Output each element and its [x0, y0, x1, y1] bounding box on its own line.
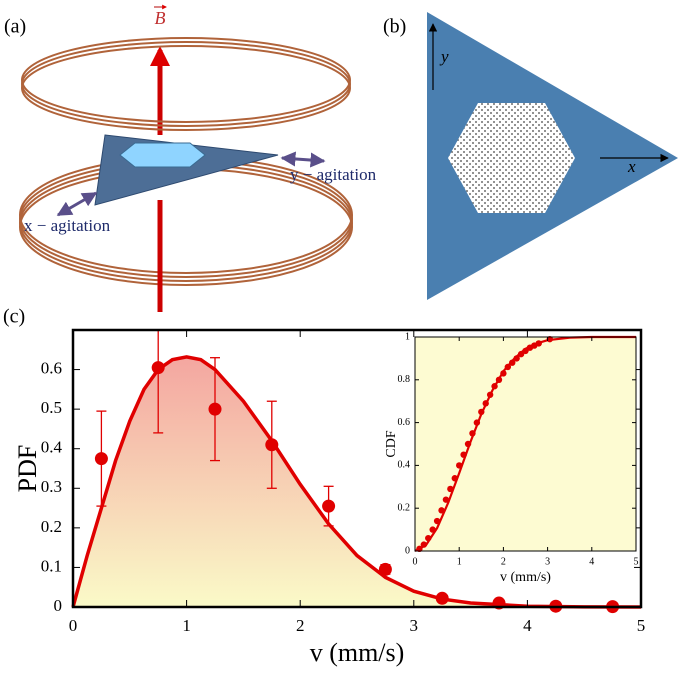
data-point	[451, 475, 458, 482]
data-point	[464, 440, 472, 448]
x-tick-label: 0	[69, 616, 78, 635]
agitation-label: x − agitation	[24, 216, 111, 235]
y-tick-label: 0.2	[41, 517, 62, 536]
data-point	[478, 408, 485, 416]
data-point	[94, 452, 108, 466]
data-point	[416, 545, 423, 553]
data-point	[322, 499, 336, 513]
axis-label: y	[439, 47, 449, 66]
data-point	[425, 534, 432, 542]
x-tick-label: 5	[634, 556, 639, 567]
data-point	[469, 430, 476, 437]
hexagon	[119, 142, 206, 168]
agitation-arrow	[56, 191, 98, 217]
x-tick-label: 2	[296, 616, 305, 635]
panel-label: (a)	[4, 16, 26, 38]
y-tick-label: 0.4	[41, 438, 63, 457]
x-tick-label: 1	[457, 556, 462, 567]
data-point	[442, 496, 450, 503]
coil	[21, 37, 351, 131]
data-point	[151, 361, 165, 375]
x-axis-label: v (mm/s)	[310, 638, 405, 667]
data-point	[482, 400, 489, 407]
data-point	[513, 355, 520, 362]
data-point	[509, 359, 516, 366]
plot-frame	[71, 328, 643, 609]
data-point	[535, 340, 542, 347]
agitation-arrow	[280, 151, 326, 168]
y-tick-label: 1	[405, 331, 410, 342]
x-tick-label: 0	[413, 556, 418, 567]
data-point	[546, 335, 554, 343]
y-axis-label: CDF	[384, 430, 399, 457]
fit-curve	[71, 355, 642, 609]
x-tick-label: 4	[589, 556, 594, 567]
data-point	[486, 391, 494, 398]
y-tick-label: 0.6	[41, 358, 62, 377]
plot-frame	[414, 336, 637, 552]
y-tick-label: 0.6	[398, 417, 411, 428]
y-tick-label: 0.4	[398, 460, 411, 471]
y-tick-label: 0	[405, 545, 410, 556]
x-axis-label: v (mm/s)	[500, 570, 551, 585]
y-axis-label: PDF	[13, 445, 42, 493]
agitation-label: y − agitation	[290, 165, 377, 184]
data-point	[435, 591, 449, 605]
chart: 0 1 2 3 4 5 0 0.1 0.2 0.3 0.4 0.5 0.6 v (mm/s) PDF	[13, 328, 646, 667]
data-point	[265, 438, 279, 452]
chart: 0 1 2 3 4 5 0 0.2 0.4 0.6 0.8 1 v (mm/s) CDF	[384, 331, 638, 585]
plot-background	[415, 337, 636, 551]
x-tick-label: 5	[637, 616, 646, 635]
particles	[448, 103, 575, 213]
data-point	[504, 363, 512, 371]
data-point	[491, 383, 498, 390]
data-point	[420, 541, 428, 548]
x-tick-label: 3	[410, 616, 419, 635]
y-tick-label: 0.5	[41, 398, 62, 417]
data-point	[378, 562, 392, 576]
y-tick-label: 0.3	[41, 477, 62, 496]
x-tick-label: 2	[501, 556, 506, 567]
axis-label: x	[627, 157, 636, 176]
field-label: B	[155, 8, 166, 28]
data-point	[438, 507, 445, 514]
data-point	[473, 419, 481, 426]
data-point	[460, 451, 467, 458]
data-point	[208, 402, 222, 416]
data-point	[500, 370, 507, 377]
y-tick-label: 0	[54, 596, 63, 615]
x-tick-label: 3	[545, 556, 550, 567]
panel-a: (a) B y − agitation x − agitation	[4, 4, 377, 312]
y-tick-label: 0.2	[398, 502, 411, 513]
panel-label: (c)	[3, 306, 25, 328]
data-point	[433, 517, 441, 525]
data-point	[456, 462, 463, 469]
data-point	[429, 526, 436, 533]
panel-b: (b) y x	[383, 12, 678, 300]
x-tick-label: 4	[523, 616, 532, 635]
data-point	[495, 376, 503, 383]
data-point	[447, 485, 454, 493]
x-tick-label: 1	[182, 616, 191, 635]
data-point	[517, 350, 525, 358]
data-point	[522, 347, 529, 355]
y-tick-label: 0.8	[398, 374, 411, 385]
panel-label: (b)	[383, 16, 406, 38]
y-tick-label: 0.1	[41, 556, 62, 575]
